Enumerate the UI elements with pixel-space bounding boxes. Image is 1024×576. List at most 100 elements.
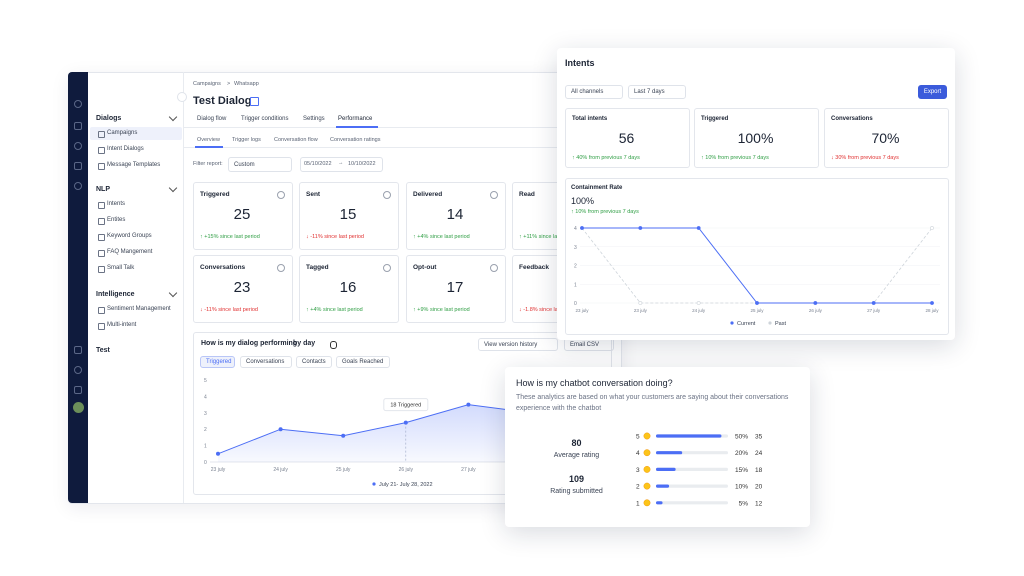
info-icon <box>277 191 285 199</box>
start-date: 05/10/2022 <box>304 161 332 167</box>
sidebar <box>88 72 184 503</box>
end-date: 10/10/2022 <box>348 161 376 167</box>
item-icon <box>98 234 105 241</box>
metric-name: Triggered <box>200 191 230 198</box>
breadcrumb: Campaigns <box>193 81 221 87</box>
sidebar-item[interactable]: Small Talk <box>107 265 135 271</box>
version-button[interactable]: View version history <box>478 338 558 351</box>
period-dropdown[interactable]: by day <box>293 340 316 347</box>
subtab[interactable]: Overview <box>197 137 220 143</box>
rail-icon[interactable] <box>74 386 82 394</box>
subtab[interactable]: Conversation ratings <box>330 137 381 143</box>
info-icon <box>277 264 285 272</box>
metric-name: Read <box>519 191 535 198</box>
section-title[interactable]: NLP <box>96 186 110 193</box>
item-icon <box>98 218 105 225</box>
stat-change: 40% from previous 7 days <box>572 155 640 161</box>
metric-value: 25 <box>233 206 251 223</box>
section-title[interactable]: Intelligence <box>96 291 135 298</box>
tab[interactable]: Dialog flow <box>197 116 227 122</box>
section-title[interactable]: Dialogs <box>96 115 122 122</box>
containment-value: 100% <box>571 196 595 206</box>
info-icon <box>490 191 498 199</box>
item-icon <box>98 147 105 154</box>
sidebar-item[interactable]: Message Templates <box>107 162 161 168</box>
filter-label: Filter report: <box>193 161 223 167</box>
info-icon <box>383 264 391 272</box>
subtab[interactable]: Conversation flow <box>274 137 318 143</box>
rail-icon[interactable] <box>74 122 82 130</box>
export-button[interactable]: Export <box>918 85 947 99</box>
average-label: Average rating <box>553 452 600 459</box>
section-title[interactable]: Test <box>96 347 110 354</box>
stat-name: Conversations <box>831 116 873 122</box>
metric-value: 15 <box>339 206 357 223</box>
tab[interactable]: Settings <box>303 116 325 122</box>
metric-change: +11% since last period <box>519 234 578 240</box>
stat-change: 10% from previous 7 days <box>701 155 769 161</box>
chip[interactable]: Triggered <box>200 356 235 368</box>
tab[interactable]: Trigger conditions <box>241 116 289 122</box>
collapse-button[interactable] <box>177 92 187 102</box>
tab-divider <box>183 127 620 128</box>
breadcrumb: Whatsapp <box>234 81 259 87</box>
channel-filter[interactable]: All channels <box>565 85 623 99</box>
stat-value: 100% <box>737 130 774 146</box>
stat-name: Triggered <box>701 116 729 122</box>
intents-title: Intents <box>565 58 595 68</box>
rail-icon[interactable] <box>74 346 82 354</box>
info-icon <box>490 264 498 272</box>
edit-icon[interactable] <box>250 97 259 106</box>
user-avatar[interactable] <box>73 402 84 413</box>
tab[interactable]: Performance <box>338 116 373 122</box>
subtab[interactable]: Trigger logs <box>232 137 261 143</box>
metric-name: Conversations <box>200 264 246 271</box>
rail-icon[interactable] <box>74 100 82 108</box>
metric-change: +15% since last period <box>200 234 260 240</box>
period-select[interactable]: Custom <box>228 157 292 172</box>
active-item-bg <box>90 127 182 140</box>
rail-icon[interactable] <box>74 142 82 150</box>
sidebar-item[interactable]: Entites <box>107 217 126 223</box>
date-range[interactable] <box>300 157 383 172</box>
stat-value: 56 <box>618 130 635 146</box>
chip[interactable]: Contacts <box>296 356 332 368</box>
help-icon <box>330 341 337 349</box>
item-icon <box>98 250 105 257</box>
metric-name: Tagged <box>306 264 329 271</box>
sidebar-item[interactable]: Campaigns <box>107 130 138 136</box>
chip[interactable]: Goals Reached <box>336 356 390 368</box>
item-icon <box>98 266 105 273</box>
sidebar-item[interactable]: Keyword Groups <box>107 233 152 239</box>
subtab-divider <box>183 147 620 148</box>
sidebar-item[interactable]: Intents <box>107 201 126 207</box>
sidebar-item[interactable]: Multi-intent <box>107 322 137 328</box>
ratings-subtitle: These analytics are based on what your c… <box>516 394 789 412</box>
average-value: 80 <box>571 438 582 448</box>
tab-underline <box>336 126 378 128</box>
metric-name: Delivered <box>413 191 443 198</box>
rail-icon[interactable] <box>74 366 82 374</box>
containment-title: Containment Rate <box>571 185 623 191</box>
sidebar-item[interactable]: Sentiment Management <box>107 306 171 312</box>
submitted-value: 109 <box>568 474 585 484</box>
item-icon <box>98 131 105 138</box>
chip[interactable]: Conversations <box>240 356 292 368</box>
metric-name: Opt-out <box>413 264 437 271</box>
metric-change: -11% since last period <box>306 234 364 240</box>
containment-panel <box>565 178 949 335</box>
ratings-title: How is my chatbot conversation doing? <box>516 378 673 388</box>
metric-change: -11% since last period <box>200 307 258 313</box>
ratings-card <box>505 367 810 527</box>
sidebar-item[interactable]: Intent Dialogs <box>107 146 144 152</box>
metric-change: -1.8% since last period <box>519 307 579 313</box>
rail-icon[interactable] <box>74 182 82 190</box>
sidebar-item[interactable]: FAQ Mangement <box>107 249 153 255</box>
item-icon <box>98 202 105 209</box>
metric-value: 14 <box>446 206 464 223</box>
date-filter[interactable]: Last 7 days <box>628 85 686 99</box>
rail-icon[interactable] <box>74 162 82 170</box>
item-icon <box>98 307 105 314</box>
item-icon <box>98 163 105 170</box>
info-icon <box>383 191 391 199</box>
